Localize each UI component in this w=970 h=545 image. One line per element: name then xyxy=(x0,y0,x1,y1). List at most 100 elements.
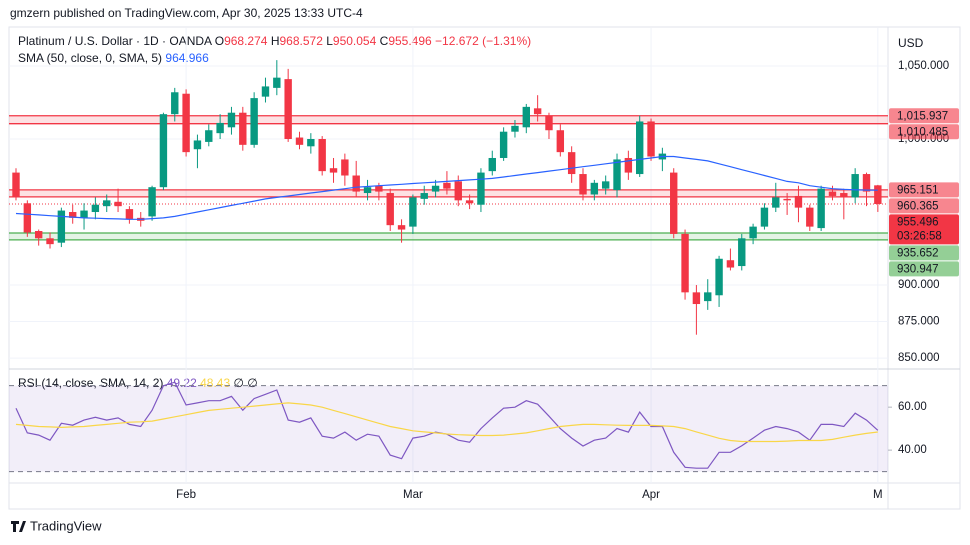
symbol-title: Platinum / U.S. Dollar · 1D · OANDA xyxy=(18,34,212,48)
byline: gmzern published on TradingView.com, Apr… xyxy=(10,6,363,20)
level-zone xyxy=(9,115,888,124)
legend-sma: SMA (50, close, 0, SMA, 5) 964.966 xyxy=(18,51,209,65)
sma-value: 964.966 xyxy=(165,51,209,65)
sma-line xyxy=(15,155,878,220)
candle-body xyxy=(556,130,565,153)
candle-body xyxy=(794,195,803,208)
candle-body xyxy=(171,92,179,115)
candle-body xyxy=(114,201,122,207)
candle-body xyxy=(239,112,247,145)
candle-body xyxy=(273,77,281,88)
candle-body xyxy=(760,207,769,227)
candle-body xyxy=(567,152,576,175)
x-tick-label: Apr xyxy=(642,489,660,501)
candle-body xyxy=(749,226,757,239)
price-label-bg xyxy=(889,124,959,140)
candle-body xyxy=(443,182,451,189)
ohlc-value: 955.496 xyxy=(388,34,432,48)
candle-body xyxy=(329,168,338,173)
candle-body xyxy=(386,193,394,226)
candle-body xyxy=(522,106,530,128)
candle-body xyxy=(193,140,202,150)
price-label-bg xyxy=(889,214,959,245)
legend-main: Platinum / U.S. Dollar · 1D · OANDA O968… xyxy=(18,34,531,48)
candle-body xyxy=(352,175,360,192)
candle-body xyxy=(216,122,224,134)
candle-body xyxy=(806,207,814,227)
candle-body xyxy=(409,197,417,227)
currency: USD xyxy=(898,36,924,50)
candle-body xyxy=(375,185,383,192)
candle-body xyxy=(341,159,349,176)
legend-rsi: RSI (14, close, SMA, 14, 2) 49.22 48.43 … xyxy=(18,376,258,390)
candle-body xyxy=(397,225,406,230)
candle-body xyxy=(579,174,587,195)
candle-body xyxy=(91,204,100,213)
price-label: 935.652 xyxy=(897,247,939,259)
rsi-band xyxy=(9,385,888,472)
rsi-tick-label: 60.00 xyxy=(898,401,927,413)
plot xyxy=(9,28,888,483)
candle-body xyxy=(465,200,474,204)
candle-body xyxy=(57,210,66,243)
x-tick-label: Feb xyxy=(176,489,196,501)
level-zone xyxy=(9,189,888,197)
y-tick-label: 1,050.000 xyxy=(898,60,949,72)
candle-body xyxy=(318,138,326,172)
candle-body xyxy=(817,188,825,229)
countdown: 03:26:58 xyxy=(897,230,942,242)
rsi-na: ∅ ∅ xyxy=(233,376,257,390)
sma-title: SMA (50, close, 0, SMA, 5) xyxy=(18,51,162,65)
ohlc-label: H xyxy=(271,34,280,48)
candle-body xyxy=(295,137,304,145)
candle-body xyxy=(738,238,746,267)
price-label: 930.947 xyxy=(897,263,939,275)
candle-body xyxy=(159,114,168,188)
candle-body xyxy=(488,157,496,172)
ohlc-label: C xyxy=(380,34,389,48)
candle-body xyxy=(636,121,644,175)
y-tick-label: 875.000 xyxy=(898,316,940,328)
candle-body xyxy=(148,187,156,217)
candle-body xyxy=(46,238,54,245)
rsi-tick-label: 40.00 xyxy=(898,444,927,456)
rsi-value: 49.22 xyxy=(167,376,197,390)
candle-body xyxy=(103,200,111,207)
candle-body xyxy=(670,172,678,234)
ohlc-value: 968.572 xyxy=(279,34,323,48)
rsi-title: RSI (14, close, SMA, 14, 2) xyxy=(18,376,163,390)
candle-body xyxy=(477,172,485,205)
candle-body xyxy=(499,131,508,158)
candle-body xyxy=(828,191,837,196)
change: −12.672 (−1.31%) xyxy=(435,34,531,48)
ohlc-label: O xyxy=(215,34,224,48)
candle-body xyxy=(182,93,190,153)
candle-body xyxy=(250,98,258,145)
y-tick-label: 900.000 xyxy=(898,279,940,291)
candle-body xyxy=(715,258,723,296)
candle-body xyxy=(454,181,462,201)
candle-body xyxy=(647,121,655,157)
y-tick-label: 850.000 xyxy=(898,352,940,364)
logo-text: TradingView xyxy=(30,518,102,533)
ohlc-value: 968.274 xyxy=(224,34,268,48)
candle-body xyxy=(545,115,553,131)
candle-body xyxy=(590,182,599,195)
candle-body xyxy=(227,112,236,128)
candle-body xyxy=(420,193,428,199)
price-label-bg xyxy=(889,108,959,124)
price-label: 965.151 xyxy=(897,184,939,196)
candle-body xyxy=(125,209,134,220)
candle-body xyxy=(80,210,88,218)
x-tick-label: Mar xyxy=(403,489,423,501)
price-label: 1,010.485 xyxy=(897,126,948,138)
price-label-bg xyxy=(889,261,959,277)
candle-body xyxy=(261,86,270,97)
candle-body xyxy=(363,187,372,194)
candle-body xyxy=(704,292,712,302)
price-label: 955.496 xyxy=(897,216,939,228)
candle-body xyxy=(874,185,882,204)
price-label-bg xyxy=(889,198,959,214)
candle-body xyxy=(862,174,871,192)
